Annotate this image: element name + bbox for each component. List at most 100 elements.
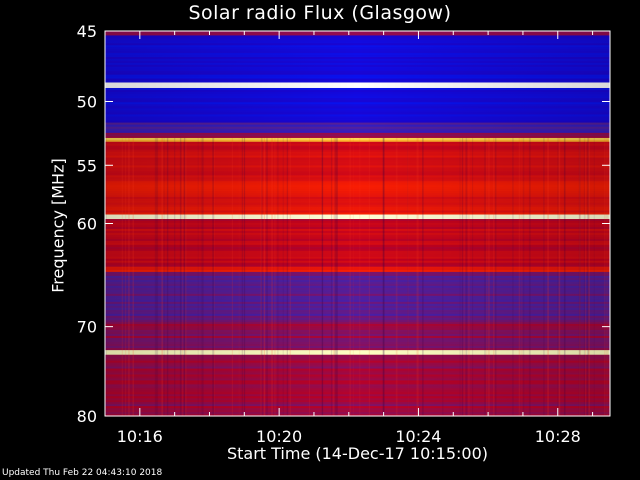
y-tick-label: 55	[77, 156, 97, 175]
spectrogram-streak	[202, 137, 204, 416]
spectrogram-streak	[417, 137, 419, 416]
axis-tick-labels: 45 50 55 60 70 80 10:16 10:20 10:24 10:28	[77, 22, 581, 446]
spectrogram-streak	[260, 137, 262, 416]
spectrogram-streak	[212, 137, 214, 416]
spectrogram-streak	[179, 137, 182, 416]
y-tick-label: 50	[77, 93, 97, 112]
spectrogram-streak	[359, 137, 361, 416]
spectrogram-streak	[587, 137, 589, 416]
spectrogram-bands	[105, 31, 610, 417]
spectrogram-streak	[182, 137, 183, 416]
spectrogram-streak	[459, 137, 461, 416]
spectrogram-streak	[548, 137, 549, 416]
spectrogram-streak	[321, 137, 323, 416]
spectrogram-streak	[125, 137, 127, 416]
x-tick-label: 10:16	[117, 427, 163, 446]
spectrogram-streak	[231, 137, 233, 416]
spectrogram-streak	[416, 137, 419, 416]
spectrogram-streak	[244, 137, 246, 416]
spectrogram-streak	[121, 137, 123, 416]
spectrogram-streak	[465, 137, 468, 416]
x-tick-label: 10:20	[256, 427, 302, 446]
y-tick-label: 60	[77, 215, 97, 234]
spectrogram-streak	[587, 137, 589, 416]
spectrogram-streak	[543, 137, 545, 416]
spectrogram-streak	[333, 137, 335, 416]
spectrogram-streak	[512, 137, 514, 416]
spectrogram-streak	[528, 137, 531, 416]
spectrogram-streak	[395, 137, 398, 416]
spectrogram-streak	[174, 137, 176, 416]
spectrogram-streak	[282, 137, 284, 416]
spectrogram-streak	[593, 137, 595, 416]
spectrogram-streak	[261, 137, 263, 416]
spectrogram-streak	[161, 137, 164, 416]
spectrogram-streak	[422, 137, 424, 416]
spectrogram-streak	[407, 137, 409, 416]
spectrogram-streak	[588, 137, 590, 416]
spectrogram-streak	[558, 137, 561, 416]
spectrogram-streak	[486, 137, 488, 416]
spectrogram-streak	[463, 137, 465, 416]
spectrogram-streak	[352, 137, 354, 416]
spectrogram-streak	[197, 137, 199, 416]
spectrogram-streak	[156, 137, 159, 416]
spectrogram-streak	[271, 137, 273, 416]
spectrogram-streak	[154, 137, 157, 416]
spectrogram-streak	[588, 137, 590, 416]
x-tick-label: 10:24	[395, 427, 441, 446]
spectrogram-streak	[382, 137, 385, 416]
spectrogram-streak	[579, 137, 581, 416]
spectrogram-streak	[585, 137, 586, 416]
spectrogram-streak	[212, 137, 214, 416]
spectrogram-streak	[266, 137, 268, 416]
spectrogram-streak	[309, 137, 310, 416]
spectrogram-streak	[128, 137, 130, 416]
spectrogram-streak	[321, 137, 324, 416]
spectrogram-streak	[330, 137, 333, 416]
y-tick-label: 70	[77, 318, 97, 337]
spectrogram-streak	[557, 137, 559, 416]
spectrogram-streak	[349, 137, 351, 416]
y-axis-label: Frequency [MHz]	[48, 158, 68, 293]
spectrogram-shading	[105, 31, 610, 416]
spectrogram-streak	[368, 137, 370, 416]
spectrogram-streak	[472, 137, 474, 416]
spectrogram-streak	[442, 137, 444, 416]
updated-timestamp: Updated Thu Feb 22 04:43:10 2018	[2, 468, 163, 478]
spectrogram-streak	[382, 137, 385, 416]
spectrogram-streak	[606, 137, 608, 416]
spectrogram-streak	[334, 137, 336, 416]
spectrogram-streak	[484, 137, 486, 416]
spectrogram-streak	[583, 137, 585, 416]
spectrogram-streaks	[105, 137, 608, 416]
spectrogram-streak	[200, 137, 202, 416]
spectrogram-streak	[132, 137, 134, 416]
spectrogram-streak	[289, 137, 291, 416]
spectrogram-streak	[277, 137, 279, 416]
spectrogram-streak	[241, 137, 244, 416]
spectrogram-streak	[407, 137, 409, 416]
spectrogram-streak	[494, 137, 497, 416]
spectrogram-streak	[547, 137, 549, 416]
spectrogram-streak	[105, 137, 107, 416]
spectrogram-streak	[522, 137, 525, 416]
spectrogram-streak	[238, 137, 240, 416]
spectrogram-streak	[493, 137, 495, 416]
spectrogram-streak	[563, 137, 566, 416]
y-tick-label: 45	[77, 22, 97, 41]
spectrogram-streak	[213, 137, 215, 416]
spectrogram-streak	[166, 137, 169, 416]
x-axis-label: Start Time (14-Dec-17 10:15:00)	[226, 444, 489, 463]
spectrogram-streak	[183, 137, 186, 416]
spectrogram-streak	[518, 137, 521, 416]
spectrogram-streak	[488, 137, 490, 416]
spectrogram-streak	[604, 137, 606, 416]
spectrogram-streak	[163, 137, 165, 416]
spectrogram-streak	[336, 137, 338, 416]
x-tick-label: 10:28	[535, 427, 581, 446]
spectrogram-streak	[521, 137, 523, 416]
axis-ticks	[104, 30, 610, 417]
spectrogram-streak	[461, 137, 464, 416]
